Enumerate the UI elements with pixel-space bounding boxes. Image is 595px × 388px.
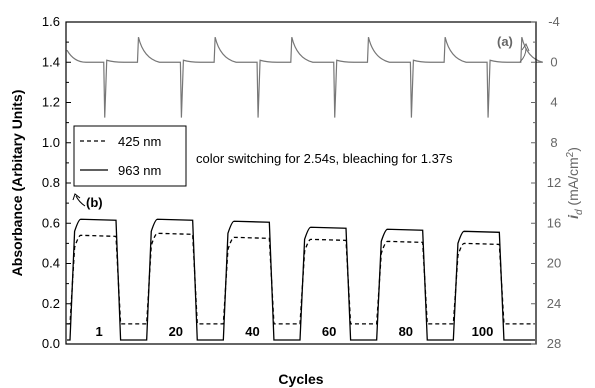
y2-axis-title: id (mA/cm2) — [565, 147, 585, 219]
cycle-label: 80 — [399, 324, 413, 339]
cycle-label: 1 — [96, 324, 103, 339]
cycle-label: 60 — [322, 324, 336, 339]
current-series — [66, 36, 543, 118]
y2-tick-label: 0 — [550, 54, 557, 69]
y2-axis-symbol: i — [565, 214, 581, 219]
y2-tick-label: 28 — [547, 336, 561, 351]
left-axis: 0.0 0.2 0.4 0.6 0.8 1.0 1.2 1.4 1.6 — [42, 14, 71, 351]
y2-tick-label: 4 — [550, 95, 557, 110]
y-tick-label: 1.2 — [42, 95, 60, 110]
legend-label-425: 425 nm — [118, 134, 161, 149]
legend: 425 nm 963 nm — [73, 125, 187, 187]
label-a: (a) — [497, 34, 513, 49]
absorbance-425nm-line — [67, 232, 535, 325]
cycle-label: 100 — [472, 324, 494, 339]
y2-axis-unit: (mA/cm — [565, 157, 581, 209]
y-tick-label: 0.6 — [42, 215, 60, 230]
y2-tick-label: 8 — [550, 135, 557, 150]
label-b: (b) — [86, 195, 103, 210]
y2-tick-label: 12 — [547, 175, 561, 190]
y-tick-label: 1.0 — [42, 135, 60, 150]
cycle-label: 20 — [169, 324, 183, 339]
y2-axis-superscript: 2 — [565, 151, 576, 157]
label-b-arrowhead — [72, 193, 81, 201]
y2-tick-label: -4 — [548, 14, 560, 29]
legend-label-963: 963 nm — [118, 163, 161, 178]
y2-tick-label: 16 — [547, 215, 561, 230]
y2-axis-subscript: d — [574, 209, 585, 215]
absorbance-series — [67, 218, 535, 341]
y-tick-label: 0.8 — [42, 175, 60, 190]
y2-axis-unit-close: ) — [565, 147, 581, 152]
x-axis-title: Cycles — [278, 371, 323, 387]
label-a-arrow — [519, 47, 527, 63]
label-a-arrowhead — [521, 42, 530, 52]
label-a-group: (a) — [497, 34, 530, 63]
y-tick-label: 0.4 — [42, 256, 60, 271]
current-density-line — [66, 36, 543, 118]
y-tick-label: 0.2 — [42, 296, 60, 311]
right-axis: -4 0 4 8 12 16 20 24 28 — [531, 14, 561, 351]
cycle-label: 40 — [245, 324, 259, 339]
y-tick-label: 1.6 — [42, 14, 60, 29]
label-b-group: (b) — [72, 193, 103, 210]
legend-box — [73, 125, 187, 187]
y-tick-label: 1.4 — [42, 54, 60, 69]
y2-tick-label: 20 — [547, 256, 561, 271]
y2-tick-label: 24 — [547, 296, 561, 311]
cycle-labels: 1 20 40 60 80 100 — [96, 324, 494, 339]
absorbance-963nm-line — [67, 218, 535, 341]
y-axis-title: Absorbance (Arbitary Units) — [9, 90, 25, 277]
label-b-arrow — [75, 195, 86, 207]
annotation-text: color switching for 2.54s, bleaching for… — [196, 151, 453, 166]
y-tick-label: 0.0 — [42, 336, 60, 351]
